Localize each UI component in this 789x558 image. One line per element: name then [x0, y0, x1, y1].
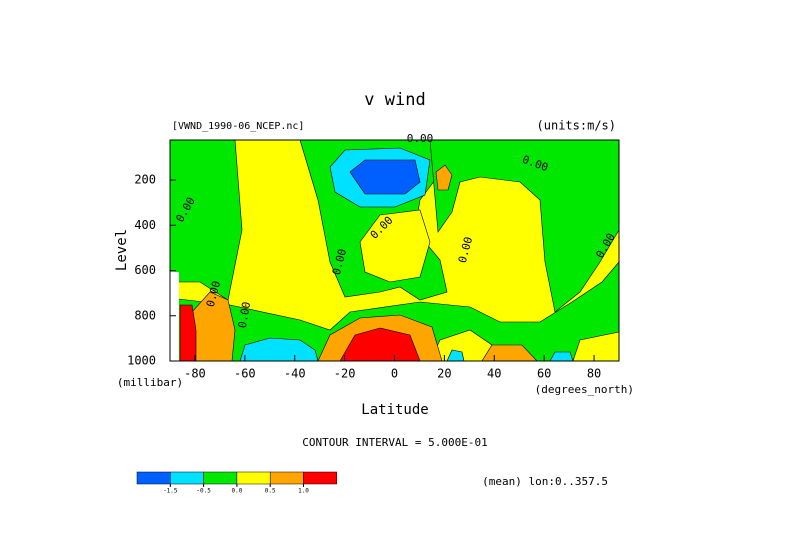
colorbar-label: -0.5 — [196, 488, 211, 495]
x-tick-label: 60 — [537, 367, 551, 381]
colorbar-label: 1.0 — [298, 488, 309, 495]
missing-data — [170, 272, 179, 361]
x-tick-label: -80 — [184, 367, 206, 381]
contour-region — [359, 209, 431, 283]
y-tick-label: 600 — [134, 263, 156, 277]
x-tick-label: -40 — [284, 367, 306, 381]
colorbar-swatch — [170, 471, 204, 485]
contour-region — [435, 164, 453, 191]
subtitle: [VWND_1990-06_NCEP.nc] — [172, 121, 304, 132]
x-tick-label: 40 — [487, 367, 501, 381]
units: (units:m/s) — [537, 119, 616, 133]
colorbar-label: 0.0 — [231, 488, 242, 495]
y-tick-label: 1000 — [127, 354, 156, 368]
contour-region — [429, 139, 620, 313]
colorbar-label: 0.5 — [265, 488, 276, 495]
y-axis-label: Level — [114, 229, 130, 271]
x-tick-label: -60 — [234, 367, 256, 381]
y-tick-label: 400 — [134, 218, 156, 232]
colorbar-swatch — [303, 471, 338, 485]
contour-label: 0.00 — [236, 301, 253, 329]
y-tick-label: 200 — [134, 173, 156, 187]
colorbar-label: -1.5 — [163, 488, 178, 495]
y-tick-label: 800 — [134, 308, 156, 322]
chart-title: v wind — [364, 90, 425, 110]
x-tick-label: 80 — [587, 367, 601, 381]
colorbar-swatch — [269, 471, 304, 485]
y-units: (millibar) — [117, 376, 183, 389]
contour-label: 0.00 — [407, 132, 434, 145]
contour-region — [349, 159, 421, 195]
colorbar-swatch — [203, 471, 238, 485]
contour-interval: CONTOUR INTERVAL = 5.000E-01 — [302, 436, 487, 449]
x-tick-label: 0 — [391, 367, 398, 381]
contour-region — [179, 304, 197, 362]
x-tick-label: 20 — [437, 367, 451, 381]
x-axis-label: Latitude — [361, 402, 428, 418]
x-units: (degrees_north) — [535, 383, 634, 396]
note: (mean) lon:0..357.5 — [482, 475, 608, 488]
colorbar-swatch — [236, 471, 271, 485]
colorbar-swatch — [136, 471, 171, 485]
x-tick-label: -20 — [334, 367, 356, 381]
